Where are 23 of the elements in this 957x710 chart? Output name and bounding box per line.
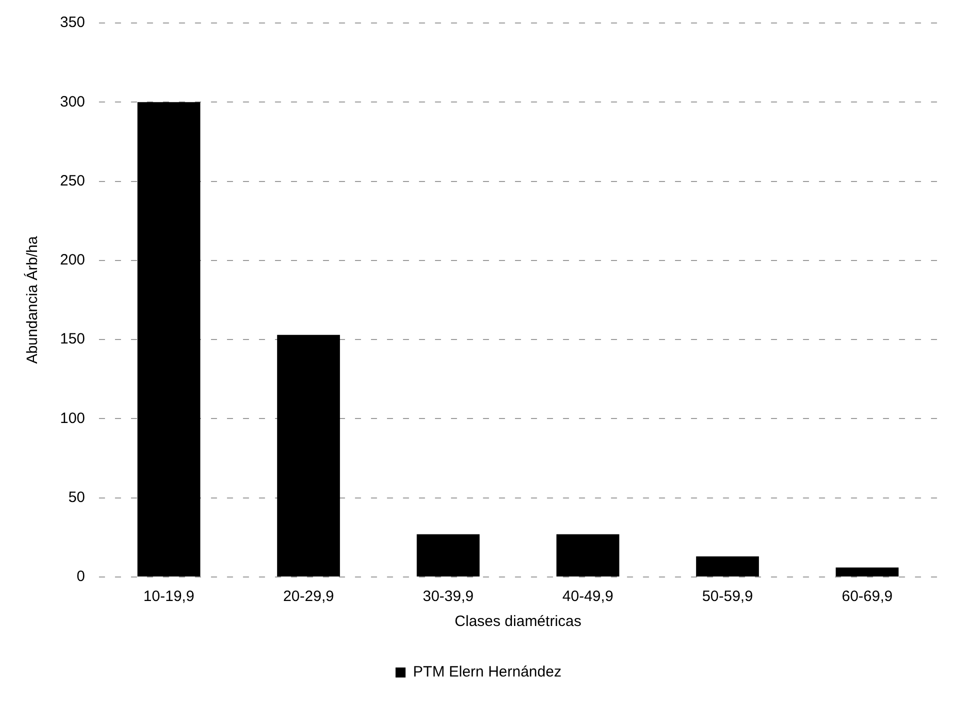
y-tick-label: 250	[60, 172, 86, 190]
y-tick-label: 50	[68, 489, 86, 506]
x-tick-label: 30-39,9	[422, 588, 474, 606]
x-tick-label: 40-49,9	[562, 588, 614, 606]
y-axis-title: Abundancia Árb/ha	[23, 236, 42, 364]
y-tick-label: 300	[60, 93, 86, 110]
y-tick-label: 350	[60, 14, 86, 32]
x-tick-label: 10-19,9	[143, 588, 194, 606]
y-tick-label: 0	[76, 568, 86, 586]
y-tick-label: 150	[60, 330, 86, 348]
x-tick-label: 20-29,9	[283, 588, 334, 606]
bar	[416, 534, 480, 576]
bar	[836, 568, 899, 576]
bar	[556, 534, 620, 576]
legend-label: PTM Elern Hernández	[413, 664, 562, 681]
x-axis-title: Clases diamétricas	[454, 613, 582, 630]
y-tick-label: 100	[60, 410, 86, 427]
bar	[137, 102, 200, 576]
x-tick-label: 60-69,9	[842, 588, 893, 606]
bar	[696, 556, 759, 576]
bar	[277, 334, 340, 576]
x-tick-label: 50-59,9	[702, 588, 753, 606]
y-tick-label: 200	[60, 252, 86, 269]
